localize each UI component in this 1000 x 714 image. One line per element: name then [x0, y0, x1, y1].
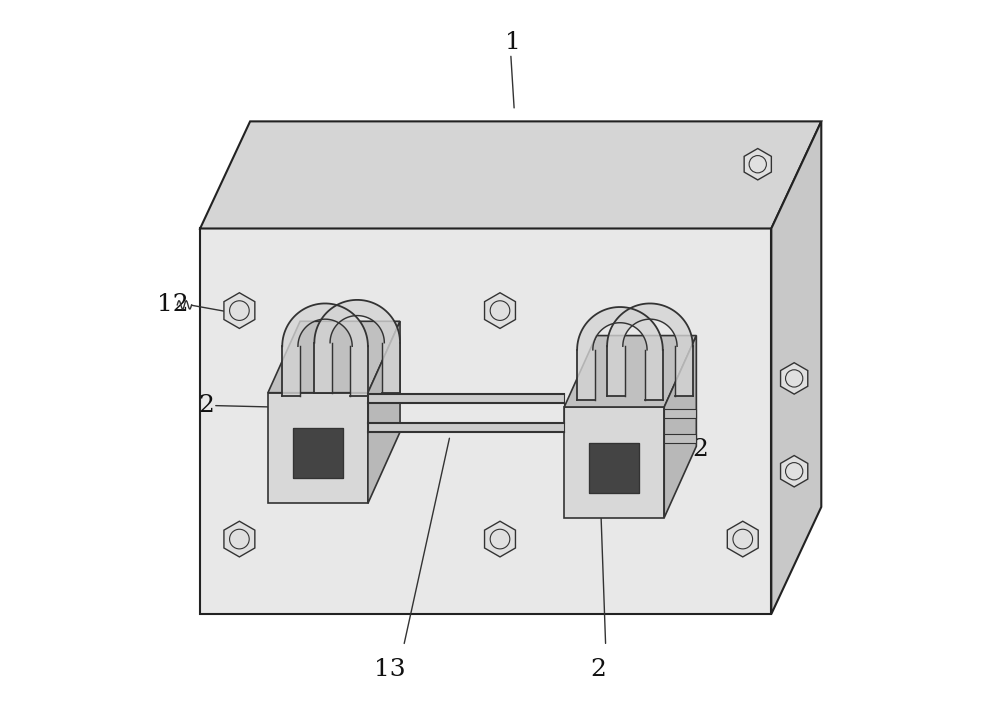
Text: 12: 12 — [157, 293, 189, 316]
Polygon shape — [781, 456, 808, 487]
Polygon shape — [268, 393, 368, 503]
Polygon shape — [314, 300, 400, 393]
Polygon shape — [224, 293, 255, 328]
Bar — [368, 423, 564, 432]
Polygon shape — [771, 121, 821, 614]
Polygon shape — [564, 407, 664, 518]
Bar — [368, 394, 564, 403]
Polygon shape — [282, 303, 368, 396]
Polygon shape — [368, 321, 400, 503]
Polygon shape — [200, 228, 771, 614]
Bar — [664, 434, 696, 443]
Polygon shape — [564, 336, 696, 407]
Polygon shape — [200, 121, 821, 228]
Polygon shape — [224, 521, 255, 557]
Text: 13: 13 — [374, 658, 405, 681]
Polygon shape — [664, 336, 696, 518]
Polygon shape — [485, 293, 515, 328]
Polygon shape — [781, 363, 808, 394]
Polygon shape — [485, 521, 515, 557]
Text: 2: 2 — [198, 394, 214, 417]
Bar — [589, 443, 639, 493]
Polygon shape — [744, 149, 771, 180]
Polygon shape — [577, 307, 663, 400]
Polygon shape — [727, 521, 758, 557]
Polygon shape — [268, 321, 400, 393]
Polygon shape — [607, 303, 693, 396]
Text: 2: 2 — [692, 438, 708, 461]
Bar — [293, 428, 343, 478]
Text: 2: 2 — [591, 658, 606, 681]
Bar — [664, 409, 696, 418]
Text: 1: 1 — [505, 31, 521, 54]
